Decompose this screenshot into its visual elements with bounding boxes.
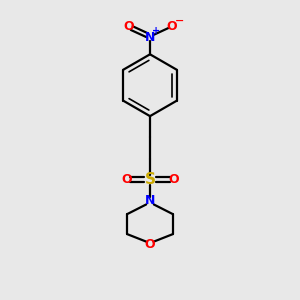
Text: S: S	[145, 172, 155, 187]
Text: O: O	[145, 238, 155, 251]
Text: O: O	[168, 173, 179, 186]
Text: N: N	[145, 194, 155, 207]
Text: −: −	[175, 16, 184, 26]
Text: +: +	[152, 26, 160, 36]
Text: O: O	[166, 20, 176, 32]
Text: N: N	[145, 31, 155, 44]
Text: O: O	[124, 20, 134, 32]
Text: O: O	[121, 173, 132, 186]
